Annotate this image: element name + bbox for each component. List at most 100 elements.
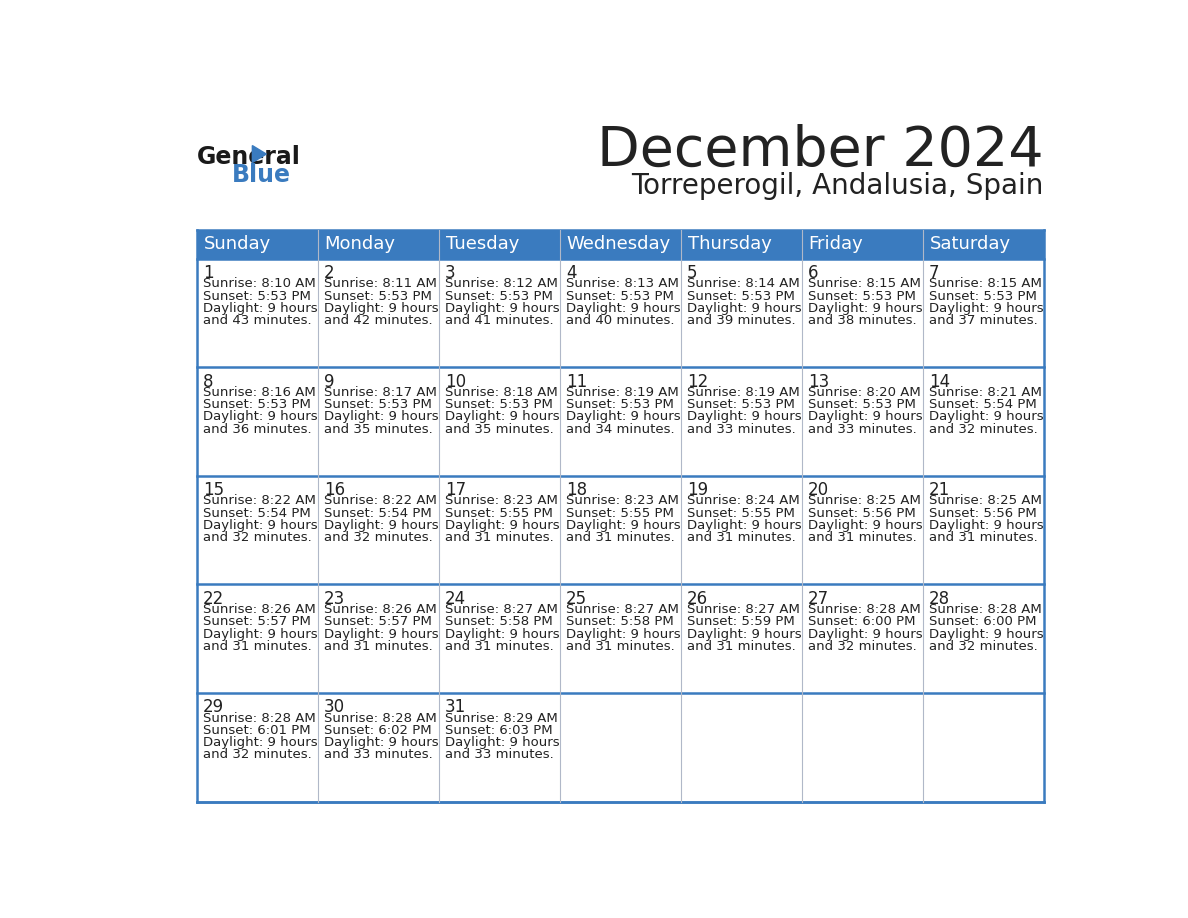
Text: Daylight: 9 hours: Daylight: 9 hours <box>324 410 438 423</box>
Text: 15: 15 <box>203 481 223 499</box>
Text: Sunrise: 8:29 AM: Sunrise: 8:29 AM <box>444 711 557 724</box>
Text: Sunrise: 8:28 AM: Sunrise: 8:28 AM <box>203 711 316 724</box>
Bar <box>196 693 317 801</box>
Text: 19: 19 <box>687 481 708 499</box>
Text: and 31 minutes.: and 31 minutes. <box>565 640 675 653</box>
Text: Sunset: 5:53 PM: Sunset: 5:53 PM <box>444 289 552 303</box>
Text: 20: 20 <box>808 481 829 499</box>
Text: Daylight: 9 hours: Daylight: 9 hours <box>203 736 317 749</box>
Text: and 32 minutes.: and 32 minutes. <box>203 748 311 762</box>
Text: Sunrise: 8:27 AM: Sunrise: 8:27 AM <box>687 603 800 616</box>
Text: Sunrise: 8:19 AM: Sunrise: 8:19 AM <box>565 386 678 398</box>
Text: Wednesday: Wednesday <box>567 235 671 253</box>
Bar <box>438 367 560 476</box>
Text: and 32 minutes.: and 32 minutes. <box>929 423 1037 436</box>
Bar <box>802 693 923 801</box>
Text: Daylight: 9 hours: Daylight: 9 hours <box>203 628 317 641</box>
Text: Saturday: Saturday <box>929 235 1011 253</box>
Text: Sunset: 5:57 PM: Sunset: 5:57 PM <box>203 615 310 628</box>
Text: Daylight: 9 hours: Daylight: 9 hours <box>929 628 1043 641</box>
Text: Daylight: 9 hours: Daylight: 9 hours <box>324 302 438 315</box>
Text: Friday: Friday <box>809 235 864 253</box>
Bar <box>681 585 802 693</box>
Text: Sunrise: 8:26 AM: Sunrise: 8:26 AM <box>203 603 316 616</box>
Bar <box>196 476 317 585</box>
Bar <box>196 259 317 367</box>
Bar <box>560 367 681 476</box>
Text: and 33 minutes.: and 33 minutes. <box>687 423 796 436</box>
Text: Sunset: 5:59 PM: Sunset: 5:59 PM <box>687 615 795 628</box>
Text: Sunset: 5:55 PM: Sunset: 5:55 PM <box>687 507 795 520</box>
Text: Sunset: 5:53 PM: Sunset: 5:53 PM <box>565 398 674 411</box>
Text: Sunset: 5:54 PM: Sunset: 5:54 PM <box>203 507 310 520</box>
Text: and 34 minutes.: and 34 minutes. <box>565 423 675 436</box>
Text: Sunset: 6:00 PM: Sunset: 6:00 PM <box>929 615 1036 628</box>
Text: 27: 27 <box>808 590 829 608</box>
Text: Daylight: 9 hours: Daylight: 9 hours <box>929 302 1043 315</box>
Text: 29: 29 <box>203 699 223 716</box>
Text: Daylight: 9 hours: Daylight: 9 hours <box>203 519 317 532</box>
Text: 8: 8 <box>203 373 214 391</box>
Bar <box>802 259 923 367</box>
Text: Sunrise: 8:11 AM: Sunrise: 8:11 AM <box>324 277 437 290</box>
Text: Sunset: 5:53 PM: Sunset: 5:53 PM <box>808 398 916 411</box>
Text: and 31 minutes.: and 31 minutes. <box>808 532 917 544</box>
Text: Sunset: 5:54 PM: Sunset: 5:54 PM <box>324 507 431 520</box>
Bar <box>317 693 438 801</box>
Text: and 31 minutes.: and 31 minutes. <box>203 640 311 653</box>
Text: and 31 minutes.: and 31 minutes. <box>444 640 554 653</box>
Text: Sunset: 5:53 PM: Sunset: 5:53 PM <box>324 398 431 411</box>
Text: 10: 10 <box>444 373 466 391</box>
Bar <box>681 259 802 367</box>
Text: Sunrise: 8:27 AM: Sunrise: 8:27 AM <box>444 603 557 616</box>
Bar <box>923 693 1043 801</box>
Text: Sunrise: 8:28 AM: Sunrise: 8:28 AM <box>808 603 921 616</box>
Text: and 35 minutes.: and 35 minutes. <box>444 423 554 436</box>
Text: and 37 minutes.: and 37 minutes. <box>929 314 1037 327</box>
Text: General: General <box>196 145 301 169</box>
Text: Sunset: 6:01 PM: Sunset: 6:01 PM <box>203 724 310 737</box>
Bar <box>802 585 923 693</box>
Text: 23: 23 <box>324 590 345 608</box>
Text: 12: 12 <box>687 373 708 391</box>
Text: Daylight: 9 hours: Daylight: 9 hours <box>565 410 681 423</box>
Text: Daylight: 9 hours: Daylight: 9 hours <box>324 519 438 532</box>
Text: 26: 26 <box>687 590 708 608</box>
Text: Sunrise: 8:15 AM: Sunrise: 8:15 AM <box>929 277 1042 290</box>
Text: Sunset: 5:56 PM: Sunset: 5:56 PM <box>808 507 916 520</box>
Bar <box>802 476 923 585</box>
Text: Sunrise: 8:13 AM: Sunrise: 8:13 AM <box>565 277 678 290</box>
Text: Sunset: 5:53 PM: Sunset: 5:53 PM <box>808 289 916 303</box>
Polygon shape <box>252 146 266 162</box>
Bar <box>317 585 438 693</box>
Text: Monday: Monday <box>324 235 396 253</box>
Bar <box>196 585 317 693</box>
Text: Sunset: 5:53 PM: Sunset: 5:53 PM <box>687 289 795 303</box>
Text: Blue: Blue <box>232 163 291 187</box>
Text: Daylight: 9 hours: Daylight: 9 hours <box>929 410 1043 423</box>
Text: Daylight: 9 hours: Daylight: 9 hours <box>565 628 681 641</box>
Bar <box>923 259 1043 367</box>
Text: Sunrise: 8:26 AM: Sunrise: 8:26 AM <box>324 603 436 616</box>
Text: and 33 minutes.: and 33 minutes. <box>808 423 917 436</box>
Bar <box>681 693 802 801</box>
Bar <box>196 230 1043 259</box>
Text: Sunset: 5:53 PM: Sunset: 5:53 PM <box>203 398 310 411</box>
Text: and 32 minutes.: and 32 minutes. <box>203 532 311 544</box>
Text: 7: 7 <box>929 264 940 282</box>
Text: and 31 minutes.: and 31 minutes. <box>565 532 675 544</box>
Text: Sunrise: 8:23 AM: Sunrise: 8:23 AM <box>444 495 557 508</box>
Text: 3: 3 <box>444 264 455 282</box>
Text: 22: 22 <box>203 590 225 608</box>
Text: and 36 minutes.: and 36 minutes. <box>203 423 311 436</box>
Text: Sunrise: 8:12 AM: Sunrise: 8:12 AM <box>444 277 557 290</box>
Text: Daylight: 9 hours: Daylight: 9 hours <box>444 736 560 749</box>
Text: Sunrise: 8:10 AM: Sunrise: 8:10 AM <box>203 277 316 290</box>
Text: and 32 minutes.: and 32 minutes. <box>929 640 1037 653</box>
Text: and 43 minutes.: and 43 minutes. <box>203 314 311 327</box>
Text: and 32 minutes.: and 32 minutes. <box>324 532 432 544</box>
Text: and 31 minutes.: and 31 minutes. <box>687 640 796 653</box>
Text: 16: 16 <box>324 481 345 499</box>
Text: Sunrise: 8:22 AM: Sunrise: 8:22 AM <box>203 495 316 508</box>
Text: 21: 21 <box>929 481 950 499</box>
